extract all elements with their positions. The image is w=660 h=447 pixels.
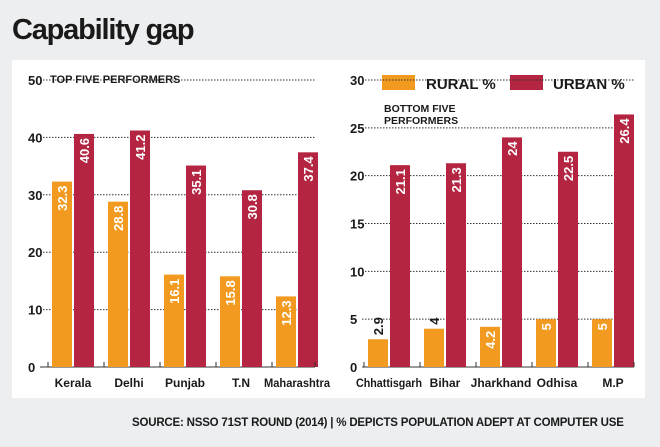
bar-rural xyxy=(164,274,184,367)
y-tick-label: 5 xyxy=(350,312,357,327)
x-category-label: Delhi xyxy=(114,376,143,390)
x-category-label: Jharkhand xyxy=(471,376,532,390)
data-label: 37.4 xyxy=(301,156,316,182)
y-tick-label: 40 xyxy=(28,130,42,145)
x-category-label: Bihar xyxy=(430,376,461,390)
chart-title-bottom-line1: BOTTOM FIVE xyxy=(384,103,456,115)
y-tick-label: 20 xyxy=(350,169,364,184)
bar-urban xyxy=(390,165,410,367)
page-title: Capability gap xyxy=(12,14,195,46)
x-category-label: T.N xyxy=(232,376,250,390)
y-tick-label: 0 xyxy=(28,360,35,375)
bar-urban xyxy=(502,137,522,367)
bar-urban xyxy=(614,114,634,367)
data-label: 12.3 xyxy=(279,300,294,325)
bar-urban xyxy=(558,151,578,367)
data-label: 4 xyxy=(427,317,442,325)
data-label: 30.8 xyxy=(245,194,260,219)
legend-swatch-urban xyxy=(510,75,543,90)
bar-rural xyxy=(424,328,444,367)
y-tick-label: 0 xyxy=(350,360,357,375)
bar-urban xyxy=(446,163,466,367)
bar-charts: TOP FIVE PERFORMERS BOTTOM FIVE PERFORME… xyxy=(28,73,635,390)
bar-rural xyxy=(108,201,128,367)
data-label: 2.9 xyxy=(371,317,386,335)
data-label: 32.3 xyxy=(55,186,70,211)
y-tick-label: 20 xyxy=(28,245,42,260)
bar-urban xyxy=(242,190,262,367)
x-category-label: Punjab xyxy=(165,376,205,390)
y-tick-label: 30 xyxy=(350,73,364,88)
source-note: SOURCE: NSSO 71ST ROUND (2014) | % DEPIC… xyxy=(132,417,624,429)
bar-rural xyxy=(276,296,296,367)
data-label: 16.1 xyxy=(167,279,182,304)
data-label: 24 xyxy=(505,141,520,156)
legend-label-urban: URBAN % xyxy=(553,76,625,93)
bar-urban xyxy=(74,133,94,367)
legend-swatch-rural xyxy=(382,75,415,90)
data-label: 15.8 xyxy=(223,280,238,305)
bar-urban xyxy=(298,152,318,367)
legend-label-rural: RURAL % xyxy=(426,76,496,93)
x-category-label: M.P xyxy=(602,376,623,390)
bar-rural xyxy=(480,326,500,367)
data-label: 41.2 xyxy=(133,135,148,160)
data-label: 5 xyxy=(595,323,610,330)
bar-rural xyxy=(52,181,72,367)
x-category-label: Maharashtra xyxy=(264,376,330,390)
data-label: 21.1 xyxy=(393,169,408,194)
bar-rural xyxy=(368,339,388,367)
x-category-label: Chhattisgarh xyxy=(356,376,422,390)
y-tick-label: 50 xyxy=(28,73,42,88)
data-label: 26.4 xyxy=(617,118,632,144)
bar-urban xyxy=(186,165,206,367)
y-tick-label: 10 xyxy=(28,303,42,318)
x-category-label: Kerala xyxy=(55,376,92,390)
data-label: 40.6 xyxy=(77,138,92,163)
y-tick-label: 30 xyxy=(28,188,42,203)
data-label: 35.1 xyxy=(189,170,204,195)
data-label: 5 xyxy=(539,323,554,330)
chart-panel: TOP FIVE PERFORMERS BOTTOM FIVE PERFORME… xyxy=(12,60,645,398)
bar-urban xyxy=(130,130,150,367)
bar-rural xyxy=(220,276,240,367)
data-label: 28.8 xyxy=(111,206,126,231)
y-tick-label: 15 xyxy=(350,217,364,232)
y-tick-label: 10 xyxy=(350,264,364,279)
data-label: 21.3 xyxy=(449,167,464,192)
y-tick-label: 25 xyxy=(350,121,364,136)
chart-title-bottom-line2: PERFORMERS xyxy=(384,115,458,127)
data-label: 4.2 xyxy=(483,331,498,349)
bar-rural xyxy=(592,319,612,367)
x-category-label: Odhisa xyxy=(537,376,578,390)
data-label: 22.5 xyxy=(561,156,576,181)
bar-rural xyxy=(536,319,556,367)
